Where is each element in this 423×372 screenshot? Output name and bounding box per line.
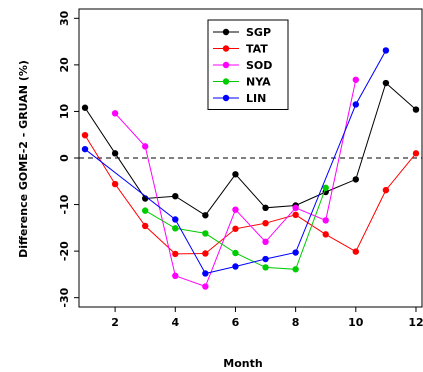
x-axis-title: Month <box>223 357 262 370</box>
data-point-nya <box>322 184 329 191</box>
data-point-sod <box>111 110 119 117</box>
data-point-lin <box>202 270 209 277</box>
data-point-sgp <box>172 192 179 200</box>
x-tick-label: 12 <box>408 316 423 329</box>
legend: SGP TAT SOD NYA LIN <box>207 19 289 110</box>
data-point-tat <box>81 131 89 139</box>
data-point-tat <box>412 150 420 157</box>
data-point-nya <box>141 207 149 214</box>
legend-marker-nya <box>222 78 230 85</box>
data-point-nya <box>292 266 299 273</box>
data-point-lin <box>262 255 269 263</box>
data-point-sgp <box>81 104 89 111</box>
data-point-tat <box>172 250 179 258</box>
data-point-tat <box>232 225 239 232</box>
legend-marker-sgp <box>222 28 230 36</box>
legend-marker-tat <box>222 45 230 52</box>
data-point-tat <box>141 222 149 230</box>
data-point-sod <box>172 272 179 280</box>
data-point-sod <box>352 76 360 83</box>
data-point-lin <box>292 249 299 256</box>
data-point-lin <box>382 47 390 54</box>
legend-label-tat: TAT <box>246 43 268 56</box>
data-point-sgp <box>412 106 420 113</box>
data-point-tat <box>202 250 209 257</box>
data-point-nya <box>232 249 239 257</box>
y-tick-label: 0 <box>58 154 71 162</box>
x-tick-label: 6 <box>232 316 240 329</box>
y-axis-title: Difference GOME-2 - GRUAN (%) <box>17 60 30 258</box>
data-point-tat <box>111 180 119 188</box>
data-point-lin <box>172 216 179 223</box>
y-tick-label: 30 <box>58 10 71 26</box>
series-line-sgp <box>84 82 417 216</box>
data-point-sod <box>141 143 149 150</box>
y-tick-label: -20 <box>58 241 71 261</box>
data-point-sgp <box>352 176 360 183</box>
x-tick-label: 8 <box>292 316 300 329</box>
data-point-nya <box>262 264 269 271</box>
series-line-tat <box>84 134 417 255</box>
data-point-sgp <box>232 171 239 178</box>
data-point-tat <box>352 248 360 255</box>
y-tick-label: -30 <box>58 287 71 307</box>
y-tick-label: 10 <box>58 103 71 119</box>
data-point-lin <box>352 101 360 108</box>
data-point-lin <box>81 145 89 153</box>
data-point-sgp <box>382 79 390 87</box>
data-point-sgp <box>111 150 119 157</box>
legend-marker-lin <box>222 94 230 102</box>
legend-label-sod: SOD <box>246 59 272 72</box>
x-tick-label: 10 <box>348 316 364 329</box>
data-point-sod <box>322 217 329 224</box>
data-point-nya <box>202 230 209 237</box>
data-point-tat <box>322 231 329 238</box>
legend-label-lin: LIN <box>246 92 266 105</box>
axes: 2 4 6 8 10 12 -30 -20 -10 0 10 20 30 <box>58 10 423 329</box>
data-point-sod <box>202 283 209 290</box>
series-line-lin <box>84 50 387 275</box>
data-point-sod <box>232 206 239 213</box>
data-point-lin <box>232 263 239 270</box>
data-point-sod <box>292 204 299 212</box>
legend-label-sgp: SGP <box>246 26 271 39</box>
x-tick-label: 2 <box>111 316 119 329</box>
data-point-nya <box>172 225 179 232</box>
x-tick-label: 4 <box>171 316 179 329</box>
data-point-sod <box>262 238 269 246</box>
data-point-tat <box>292 211 299 219</box>
data-point-sgp <box>202 212 209 219</box>
y-tick-label: -10 <box>58 194 71 214</box>
data-point-tat <box>262 219 269 227</box>
legend-label-nya: NYA <box>246 76 271 89</box>
y-tick-label: 20 <box>58 57 71 73</box>
series-group <box>81 47 420 290</box>
legend-marker-sod <box>222 61 230 69</box>
data-point-tat <box>382 186 390 194</box>
data-point-sgp <box>262 204 269 212</box>
